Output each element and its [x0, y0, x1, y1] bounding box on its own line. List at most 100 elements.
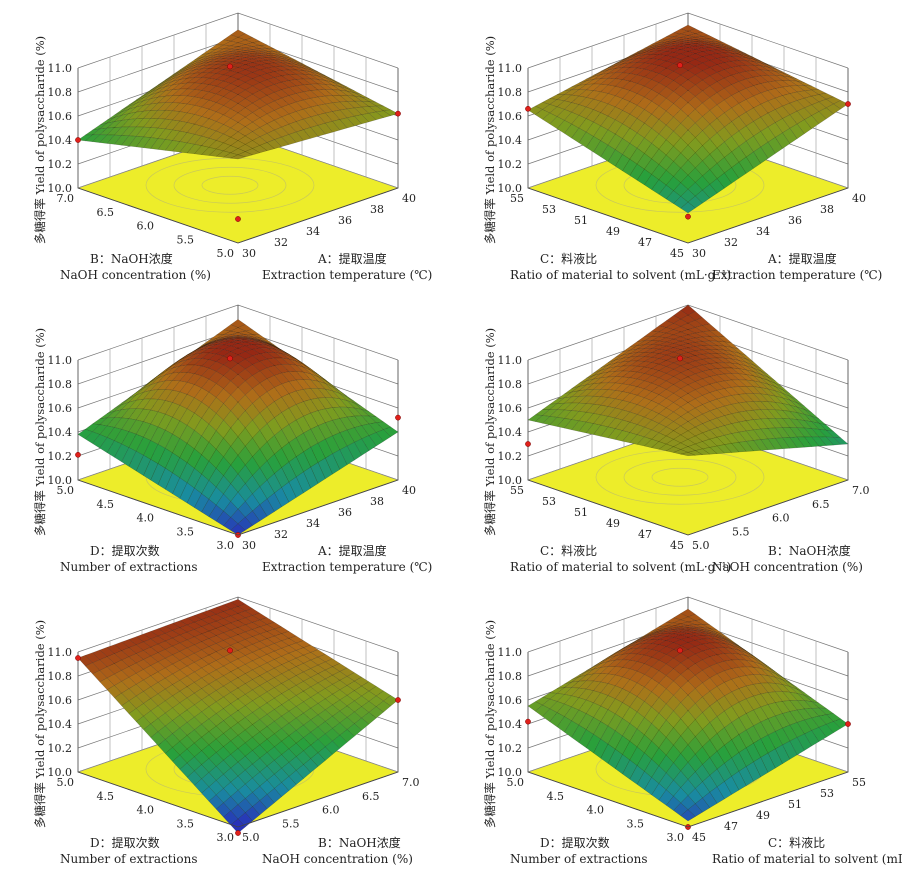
surface-cell: [650, 639, 667, 645]
surface-cell: [651, 385, 667, 395]
surface-cell: [564, 123, 580, 139]
surface-cell: [738, 646, 754, 657]
surface-cell: [179, 142, 195, 154]
surface-cell: [571, 709, 587, 726]
left-axis-title-en: NaOH concentration (%): [60, 268, 211, 282]
surface-cell: [636, 397, 652, 408]
surface-cell: [651, 659, 667, 671]
design-point: [235, 830, 241, 836]
surface-cell: [223, 324, 239, 332]
surface-cell: [259, 54, 275, 58]
design-point: [845, 101, 851, 107]
surface-cell: [339, 393, 355, 404]
surface-cell: [121, 700, 137, 714]
surface-cell: [99, 127, 115, 136]
z-tick-label: 10.6: [498, 694, 523, 707]
surface-cell: [789, 396, 805, 407]
surface-cell: [113, 408, 130, 419]
z-tick-label: 10.6: [48, 402, 73, 415]
right-axis-tick: 6.0: [322, 804, 340, 817]
surface-cell: [165, 70, 180, 81]
surface-cell: [702, 184, 718, 199]
surface-cell: [252, 412, 268, 431]
surface-cell: [252, 785, 268, 801]
surface-cell: [593, 424, 609, 437]
surface-cell: [709, 436, 725, 447]
surface-cell: [92, 134, 108, 143]
surface-cell: [818, 707, 835, 715]
surface-cell: [230, 327, 246, 333]
surface-cell: [541, 98, 558, 105]
surface-cell: [644, 691, 660, 708]
surface-cell: [259, 794, 275, 810]
surface-cell: [593, 73, 609, 80]
surface-cell: [629, 344, 645, 351]
surface-cell: [128, 95, 144, 106]
surface-cell: [186, 615, 203, 623]
right-axis-title-en: Extraction temperature (℃): [712, 268, 882, 282]
surface-cell: [208, 48, 224, 54]
surface-cell: [121, 447, 137, 467]
left-axis-tick: 3.0: [217, 831, 235, 844]
z-tick-label: 10.2: [498, 450, 523, 463]
surface-cell: [636, 654, 653, 664]
surface-cell: [636, 436, 652, 447]
surface-cell: [578, 131, 594, 148]
surface-cell: [252, 45, 268, 49]
right-axis-tick: 5.0: [242, 831, 260, 844]
surface-cell: [644, 706, 660, 724]
z-tick-label: 10.8: [498, 86, 523, 99]
surface-cell: [77, 655, 93, 667]
surface-cell: [643, 58, 660, 65]
surface-cell: [106, 440, 122, 458]
design-point: [395, 697, 401, 703]
surface-cell: [702, 648, 718, 657]
z-axis-label: 多糖得率 Yield of polysaccharide (%): [33, 36, 47, 244]
surface-cell: [709, 349, 725, 355]
surface-cell: [644, 777, 660, 796]
surface-cell: [201, 99, 217, 110]
surface-cell: [194, 778, 210, 794]
left-axis-tick: 5.5: [177, 233, 195, 246]
surface-cell: [680, 393, 696, 403]
surface-cell: [709, 41, 725, 45]
surface-cell: [738, 71, 754, 80]
surface-cell: [636, 96, 652, 110]
surface-cell: [186, 373, 202, 385]
surface-cell: [564, 720, 580, 738]
surface-cell: [702, 739, 718, 758]
surface-cell: [186, 82, 203, 90]
right-axis-tick: 34: [306, 225, 320, 238]
surface-cell: [143, 86, 159, 96]
surface-cell: [614, 667, 631, 678]
z-tick-label: 10.6: [498, 402, 523, 415]
right-axis-tick: 32: [724, 236, 738, 249]
surface-cell: [245, 336, 260, 340]
surface-cell: [288, 355, 304, 365]
surface-cell: [600, 743, 616, 764]
design-point: [845, 721, 851, 727]
z-tick-label: 10.4: [48, 134, 73, 147]
surface-cell: [615, 154, 631, 172]
surface-cell: [194, 658, 210, 669]
surface-cell: [650, 336, 667, 342]
z-tick-label: 10.4: [498, 718, 523, 731]
surface-cell: [644, 656, 660, 668]
z-tick-label: 10.4: [498, 426, 523, 439]
surface-cell: [651, 729, 667, 749]
right-axis-title-en: Extraction temperature (℃): [262, 268, 432, 282]
surface-panel-1: 10.0 10.2 10.4 10.6 10.8 11.0 7.0 6.5 6.0 5.5 5.0 3…: [33, 12, 432, 282]
base-edge: [237, 479, 399, 536]
surface-cell: [201, 772, 217, 788]
surface-cell: [818, 429, 835, 438]
surface-cell: [556, 703, 572, 717]
surface-cell: [128, 136, 144, 148]
right-axis-tick: 40: [402, 484, 416, 497]
surface-cell: [251, 64, 268, 71]
surface-cell: [702, 35, 718, 40]
surface-cell: [288, 59, 304, 66]
surface-cell: [252, 430, 268, 450]
surface-cell: [702, 42, 718, 46]
surface-cell: [702, 123, 718, 140]
right-axis-tick: 30: [242, 247, 256, 260]
